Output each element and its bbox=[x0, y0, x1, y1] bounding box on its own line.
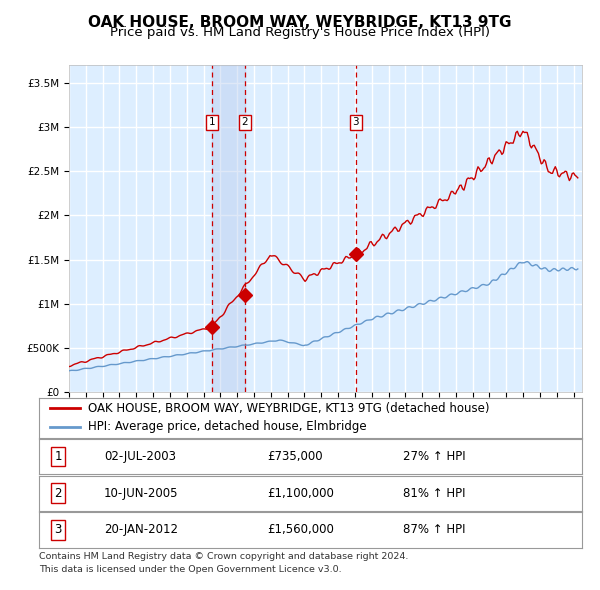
Text: 2: 2 bbox=[241, 117, 248, 127]
Text: 20-JAN-2012: 20-JAN-2012 bbox=[104, 523, 178, 536]
Text: 1: 1 bbox=[54, 450, 62, 463]
Text: OAK HOUSE, BROOM WAY, WEYBRIDGE, KT13 9TG (detached house): OAK HOUSE, BROOM WAY, WEYBRIDGE, KT13 9T… bbox=[88, 402, 490, 415]
Text: 2: 2 bbox=[54, 487, 62, 500]
Text: 81% ↑ HPI: 81% ↑ HPI bbox=[403, 487, 466, 500]
Text: Price paid vs. HM Land Registry's House Price Index (HPI): Price paid vs. HM Land Registry's House … bbox=[110, 26, 490, 39]
Text: 02-JUL-2003: 02-JUL-2003 bbox=[104, 450, 176, 463]
Text: Contains HM Land Registry data © Crown copyright and database right 2024.: Contains HM Land Registry data © Crown c… bbox=[39, 552, 409, 560]
Text: 1: 1 bbox=[209, 117, 215, 127]
Text: 3: 3 bbox=[352, 117, 359, 127]
Text: £1,100,000: £1,100,000 bbox=[267, 487, 334, 500]
Text: 87% ↑ HPI: 87% ↑ HPI bbox=[403, 523, 466, 536]
Text: HPI: Average price, detached house, Elmbridge: HPI: Average price, detached house, Elmb… bbox=[88, 421, 367, 434]
Text: This data is licensed under the Open Government Licence v3.0.: This data is licensed under the Open Gov… bbox=[39, 565, 341, 573]
Text: 27% ↑ HPI: 27% ↑ HPI bbox=[403, 450, 466, 463]
Bar bbox=[212, 65, 245, 392]
Text: 10-JUN-2005: 10-JUN-2005 bbox=[104, 487, 179, 500]
Text: OAK HOUSE, BROOM WAY, WEYBRIDGE, KT13 9TG: OAK HOUSE, BROOM WAY, WEYBRIDGE, KT13 9T… bbox=[88, 15, 512, 30]
Text: £735,000: £735,000 bbox=[267, 450, 323, 463]
Text: 3: 3 bbox=[55, 523, 62, 536]
Text: £1,560,000: £1,560,000 bbox=[267, 523, 334, 536]
